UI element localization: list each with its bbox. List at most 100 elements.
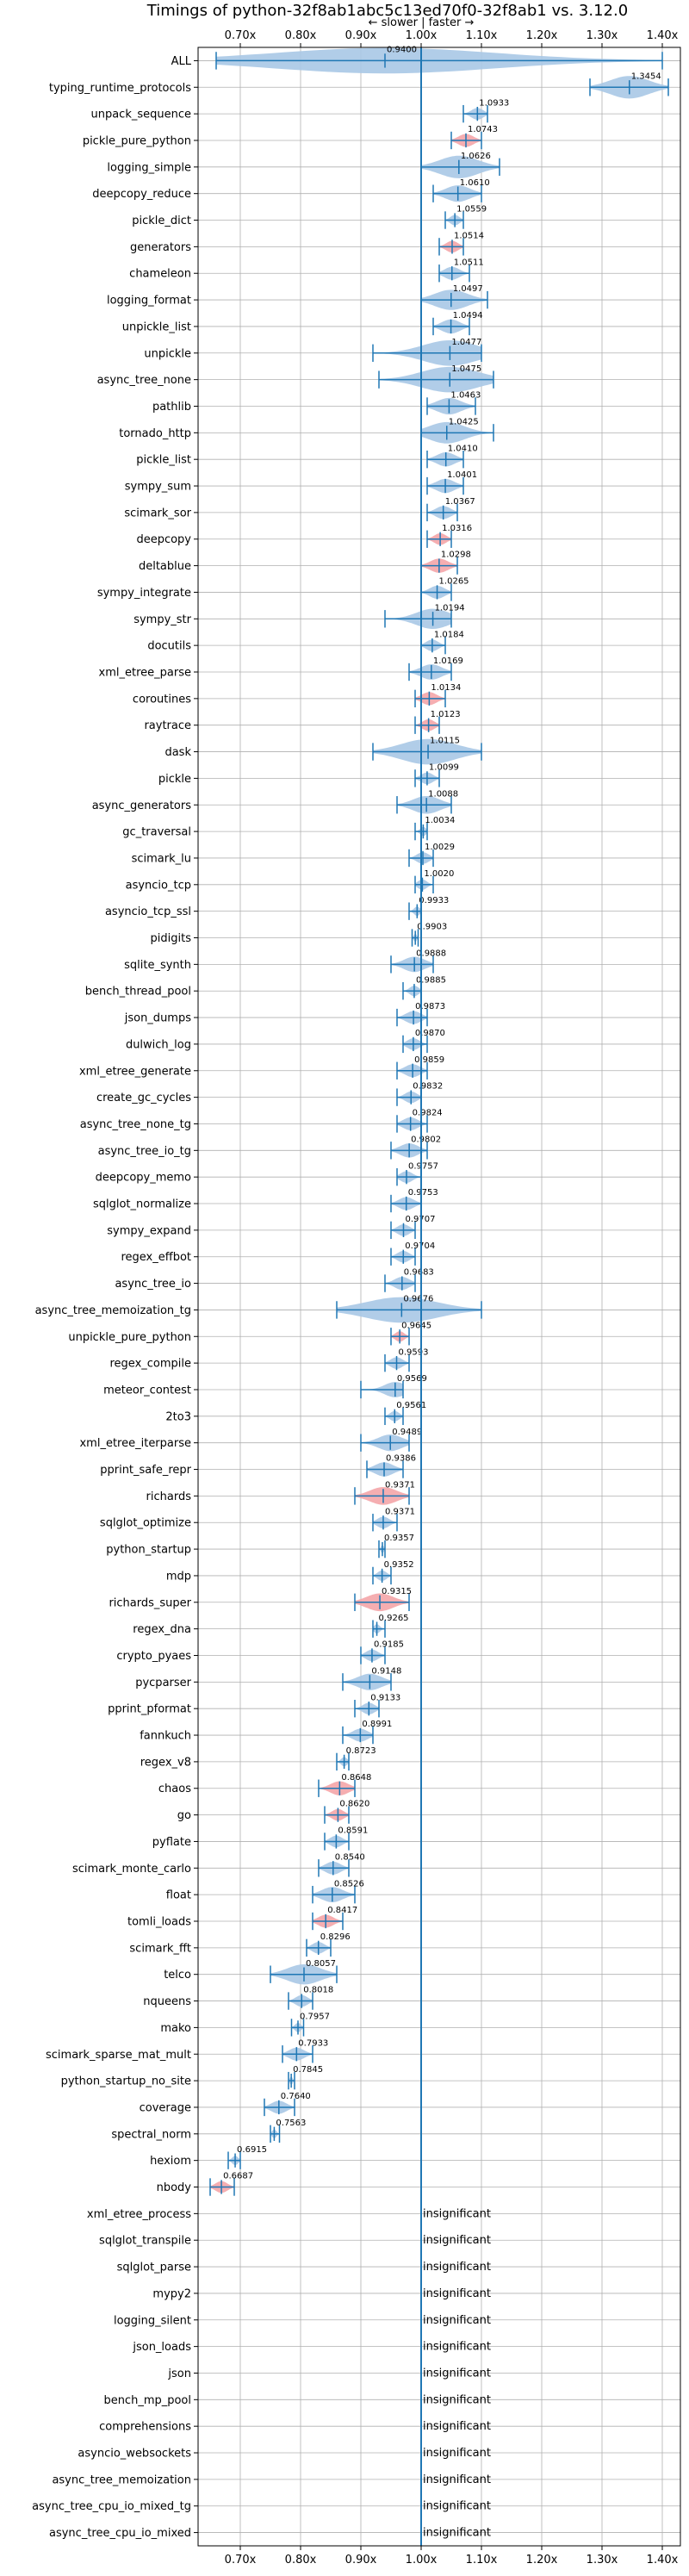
row-label: pickle [158, 773, 191, 786]
row-hexiom: hexiom 0.6915 [150, 2145, 267, 2169]
row-label: sympy_expand [107, 1224, 191, 1237]
row-xml_etree_parse: xml_etree_parse 1.0169 [99, 656, 463, 681]
insignificant-label: insignificant [423, 2367, 491, 2380]
value-label: 1.0410 [448, 444, 478, 453]
value-label: 1.0134 [431, 683, 461, 693]
row-chaos: chaos 0.8648 [158, 1773, 371, 1797]
row-label: unpickle_pure_python [68, 1331, 191, 1344]
row-label: create_gc_cycles [96, 1092, 191, 1104]
row-2to3: 2to3 0.9561 [165, 1401, 426, 1426]
row-telco: telco 0.8057 [164, 1959, 338, 1985]
value-label: 0.9873 [415, 1002, 445, 1011]
row-unpack_sequence: unpack_sequence 1.0933 [90, 98, 509, 123]
row-label: unpack_sequence [90, 109, 191, 121]
row-coroutines: coroutines 1.0134 [133, 683, 461, 708]
value-label: 1.0316 [442, 524, 472, 533]
row-label: tomli_loads [127, 1916, 191, 1929]
row-label: telco [164, 1969, 191, 1982]
value-label: 1.0626 [461, 152, 491, 161]
row-sympy_sum: sympy_sum 1.0401 [125, 470, 477, 495]
value-label: 1.0265 [439, 577, 469, 587]
value-label: 0.9400 [387, 46, 417, 55]
value-label: 0.9683 [404, 1268, 434, 1278]
row-pickle: pickle 1.0099 [158, 763, 459, 787]
insignificant-label: insignificant [423, 2393, 491, 2406]
x-tick-label-bottom: 1.10x [466, 2554, 498, 2567]
row-label: go [177, 1809, 191, 1822]
row-label: nbody [157, 2181, 192, 2194]
row-label: sqlite_synth [124, 959, 191, 972]
value-label: 1.0514 [454, 232, 484, 241]
value-label: 1.0494 [453, 311, 483, 320]
row-label: hexiom [150, 2155, 191, 2168]
value-label: 0.7845 [293, 2065, 323, 2075]
x-tick-label-bottom: 1.00x [406, 2554, 438, 2567]
row-label: fannkuch [140, 1730, 191, 1743]
x-tick-label-bottom: 0.80x [285, 2554, 317, 2567]
value-label: 1.0298 [441, 551, 471, 560]
row-async_tree_cpu_io_mixed_tg: async_tree_cpu_io_mixed_tg insignificant [32, 2500, 491, 2514]
row-label: deepcopy_memo [96, 1172, 191, 1185]
row-nqueens: nqueens 0.8018 [143, 1986, 333, 2010]
row-label: logging_format [107, 295, 191, 308]
value-label: 0.9315 [382, 1587, 412, 1596]
row-label: async_tree_none_tg [80, 1118, 191, 1131]
value-label: 1.0933 [479, 98, 509, 108]
row-label: scimark_monte_carlo [72, 1863, 191, 1876]
row-regex_compile: regex_compile 0.9593 [109, 1347, 429, 1372]
x-tick-label-top: 0.90x [345, 29, 377, 42]
row-label: pickle_pure_python [83, 134, 191, 147]
row-logging_format: logging_format 1.0497 [107, 284, 488, 310]
row-label: sqlglot_normalize [93, 1198, 191, 1211]
row-label: regex_effbot [121, 1251, 191, 1264]
row-scimark_sor: scimark_sor 1.0367 [124, 497, 475, 522]
insignificant-label: insignificant [423, 2420, 491, 2433]
row-label: pprint_pformat [108, 1703, 191, 1716]
row-xml_etree_generate: xml_etree_generate 0.9859 [79, 1055, 444, 1080]
insignificant-label: insignificant [423, 2314, 491, 2327]
row-label: scimark_fft [129, 1942, 191, 1955]
row-label: dask [164, 746, 191, 759]
row-label: logging_silent [114, 2314, 191, 2327]
row-async_tree_none_tg: async_tree_none_tg 0.9824 [80, 1109, 443, 1133]
x-tick-label-bottom: 1.40x [647, 2554, 679, 2567]
value-label: 0.8540 [335, 1852, 365, 1862]
row-scimark_lu: scimark_lu 1.0029 [132, 843, 455, 868]
x-tick-label-top: 1.20x [526, 29, 558, 42]
row-label: xml_etree_generate [79, 1065, 191, 1078]
x-tick-label-bottom: 0.90x [345, 2554, 377, 2567]
row-label: deepcopy_reduce [92, 188, 191, 201]
row-deepcopy_memo: deepcopy_memo 0.9757 [96, 1161, 438, 1186]
row-crypto_pyaes: crypto_pyaes 0.9185 [116, 1640, 404, 1664]
x-tick-label-top: 1.00x [406, 29, 438, 42]
row-label: async_tree_none [97, 374, 191, 387]
row-pycparser: pycparser 0.9148 [135, 1666, 401, 1691]
value-label: 0.9133 [370, 1693, 400, 1702]
row-label: pyflate [152, 1836, 191, 1849]
row-fannkuch: fannkuch 0.8991 [140, 1720, 392, 1745]
row-label: regex_compile [109, 1358, 191, 1371]
insignificant-label: insignificant [423, 2500, 491, 2513]
value-label: 0.9888 [416, 949, 446, 958]
row-label: coroutines [133, 693, 191, 706]
row-label: xml_etree_parse [99, 667, 191, 680]
row-mypy2: mypy2 insignificant [152, 2287, 491, 2301]
value-label: 0.9185 [374, 1640, 404, 1650]
x-tick-label-bottom: 1.30x [587, 2554, 618, 2567]
value-label: 1.3454 [631, 72, 661, 81]
row-deepcopy: deepcopy 1.0316 [136, 524, 472, 548]
value-label: 1.0020 [424, 869, 454, 879]
value-label: 1.0115 [430, 737, 460, 746]
row-label: chaos [158, 1783, 191, 1795]
value-label: 1.0743 [468, 125, 498, 134]
row-label: pidigits [151, 932, 192, 945]
value-label: 0.9757 [408, 1161, 438, 1171]
x-tick-label-bottom: 1.20x [526, 2554, 558, 2567]
value-label: 0.9859 [414, 1055, 444, 1065]
value-label: 0.8018 [303, 1986, 333, 1995]
value-label: 0.9569 [397, 1374, 427, 1384]
row-label: crypto_pyaes [116, 1650, 191, 1663]
row-label: ALL [171, 55, 192, 68]
value-label: 0.9704 [405, 1241, 435, 1251]
rows-layer: ALL 0.9400 typing_runtime_protocols 1.3454 u… [32, 46, 669, 2540]
